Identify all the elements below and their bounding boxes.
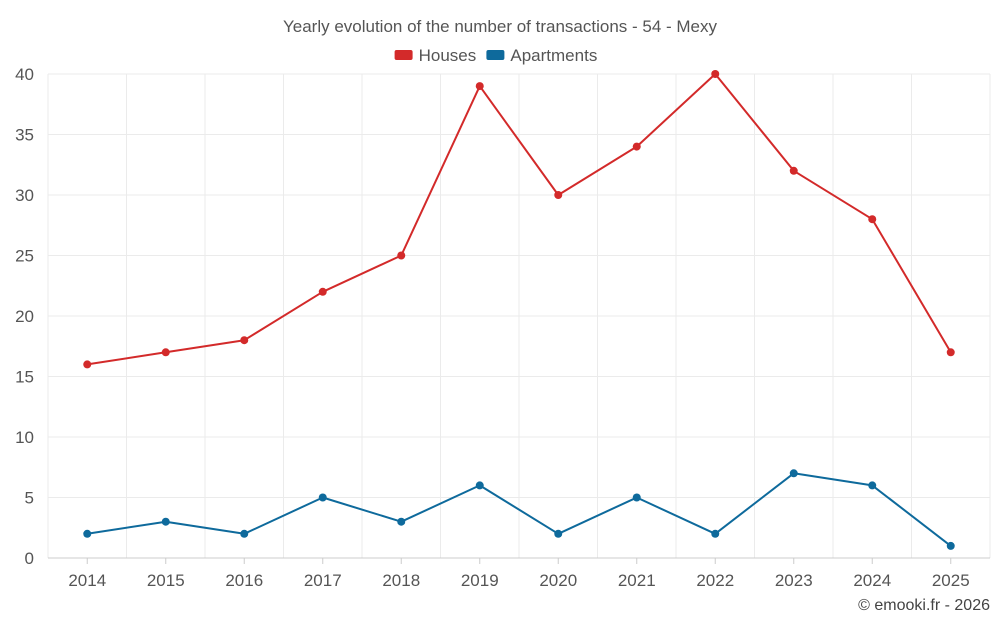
data-point-apartments[interactable] <box>161 517 170 526</box>
data-point-apartments[interactable] <box>711 529 720 538</box>
x-tick-label: 2018 <box>382 571 420 590</box>
data-point-apartments[interactable] <box>632 493 641 502</box>
legend-swatch <box>394 50 413 60</box>
data-point-apartments[interactable] <box>240 529 249 538</box>
data-point-houses[interactable] <box>711 70 720 78</box>
y-tick-label: 40 <box>15 65 34 84</box>
legend-label: Apartments <box>510 46 597 65</box>
data-point-houses[interactable] <box>946 348 955 357</box>
x-tick-label: 2023 <box>775 571 813 590</box>
data-point-houses[interactable] <box>554 191 563 199</box>
data-point-houses[interactable] <box>868 215 877 224</box>
data-point-apartments[interactable] <box>868 481 877 490</box>
y-tick-label: 5 <box>25 489 34 508</box>
x-tick-label: 2020 <box>539 571 577 590</box>
legend: Houses Apartments <box>394 46 597 65</box>
data-point-apartments[interactable] <box>475 481 484 490</box>
data-point-apartments[interactable] <box>83 529 92 538</box>
series-line-apartments <box>87 472 952 547</box>
x-tick-label: 2021 <box>618 571 656 590</box>
grid <box>47 73 991 558</box>
data-point-houses[interactable] <box>318 287 327 296</box>
x-tick-label: 2022 <box>696 571 734 590</box>
chart-title: Yearly evolution of the number of transa… <box>283 17 718 36</box>
series <box>83 70 955 550</box>
legend-label: Houses <box>419 46 477 65</box>
data-point-houses[interactable] <box>83 360 92 369</box>
x-tick-label: 2017 <box>304 571 342 590</box>
legend-swatch <box>486 50 505 60</box>
data-point-houses[interactable] <box>789 166 798 175</box>
y-tick-label: 15 <box>15 368 34 387</box>
y-tick-label: 30 <box>15 186 34 205</box>
x-tick-label: 2025 <box>932 571 970 590</box>
data-point-apartments[interactable] <box>397 517 406 526</box>
y-tick-label: 35 <box>15 126 34 145</box>
y-tick-label: 0 <box>25 549 34 568</box>
data-point-apartments[interactable] <box>318 493 327 502</box>
legend-item-houses[interactable]: Houses <box>394 46 477 65</box>
data-point-apartments[interactable] <box>789 469 798 478</box>
data-point-houses[interactable] <box>397 251 406 260</box>
credit-text: © emooki.fr - 2026 <box>858 597 990 614</box>
data-point-houses[interactable] <box>240 336 249 345</box>
x-tick-label: 2015 <box>147 571 185 590</box>
data-point-houses[interactable] <box>632 142 641 151</box>
y-tick-label: 10 <box>15 428 34 447</box>
y-tick-label: 25 <box>15 247 34 266</box>
data-point-houses[interactable] <box>475 82 484 91</box>
x-tick-label: 2014 <box>68 571 106 590</box>
data-point-apartments[interactable] <box>946 541 955 550</box>
data-point-houses[interactable] <box>161 348 170 357</box>
series-line-houses <box>87 73 952 366</box>
legend-item-apartments[interactable]: Apartments <box>486 46 597 65</box>
x-tick-label: 2024 <box>853 571 891 590</box>
x-tick-label: 2019 <box>461 571 499 590</box>
data-point-apartments[interactable] <box>554 529 563 538</box>
x-tick-label: 2016 <box>225 571 263 590</box>
y-tick-label: 20 <box>15 307 34 326</box>
